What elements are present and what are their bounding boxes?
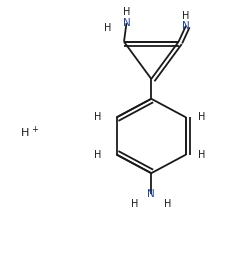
Text: H: H	[94, 150, 102, 160]
Text: H: H	[164, 199, 171, 209]
Text: N: N	[123, 18, 130, 28]
Text: H: H	[198, 150, 206, 160]
Text: N: N	[147, 189, 155, 199]
Text: H: H	[104, 23, 112, 33]
Text: H: H	[94, 112, 102, 122]
Text: H: H	[131, 199, 139, 209]
Text: H: H	[182, 11, 190, 21]
Text: H: H	[21, 128, 29, 139]
Text: H: H	[198, 112, 206, 122]
Text: H: H	[123, 7, 130, 17]
Text: +: +	[31, 124, 38, 134]
Text: N: N	[182, 21, 190, 31]
